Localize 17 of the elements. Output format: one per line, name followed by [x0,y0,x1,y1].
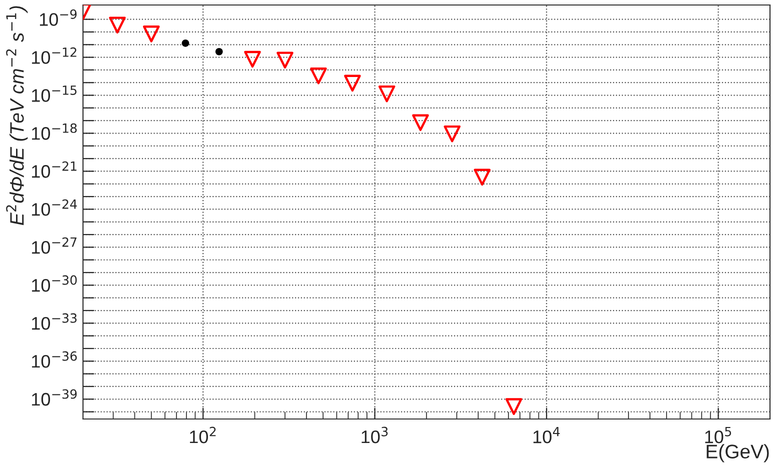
y-tick-label: 10$^{−12}$ [32,47,76,64]
y-tick-label: 10$^{−15}$ [32,86,76,102]
y-tick-label: 10$^{−27}$ [32,237,76,254]
y-tick-label: 10$^{−36}$ [32,351,77,368]
x-tick-label: 10$^{3}$ [362,426,388,444]
y-tick-label: 10$^{−33}$ [32,313,77,330]
x-tick-label: 10$^{5}$ [705,426,732,444]
x-tick-label: 10$^{4}$ [533,426,560,444]
y-tick-label: 10$^{−9}$ [40,9,77,26]
y-tick-label: 10$^{−39}$ [32,389,77,406]
y-axis-title: E$^{2}$dΦ/dE (TeV cm$^{−2}$ s$^{−1}$) [6,6,28,226]
y-tick-label: 10$^{−21}$ [32,161,76,178]
y-tick-label: 10$^{−24}$ [32,199,77,216]
x-tick-label: 10$^{2}$ [190,426,216,444]
y-tick-label: 10$^{−18}$ [32,123,77,140]
y-tick-label: 10$^{−30}$ [32,275,77,292]
x-axis-title: E(GeV) [706,444,769,462]
